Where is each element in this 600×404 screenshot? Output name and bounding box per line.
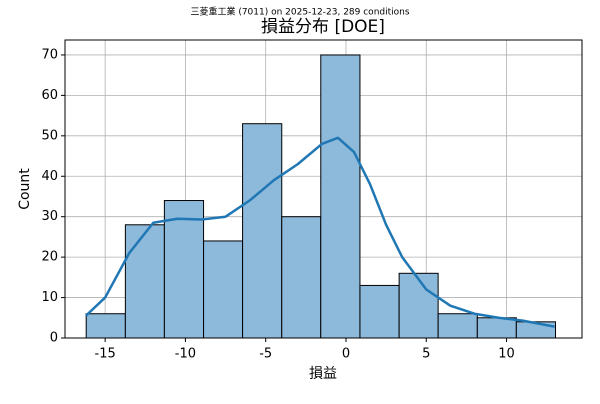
bar	[359, 284, 400, 339]
x-tick-label: 10	[498, 347, 515, 362]
x-tick-label: -15	[95, 347, 116, 362]
x-tick-label: 5	[422, 347, 430, 362]
bar	[163, 200, 205, 339]
y-tick-label: 30	[41, 209, 58, 224]
bar	[437, 313, 478, 339]
y-tick-label: 40	[41, 169, 58, 184]
y-axis-label: Count	[17, 168, 33, 210]
x-axis-label: 損益	[309, 366, 337, 382]
bar	[242, 123, 283, 339]
x-tick-label: 0	[342, 347, 350, 362]
y-tick-label: 70	[41, 47, 58, 62]
bar	[85, 313, 126, 339]
bar	[476, 317, 517, 339]
y-tick-label: 10	[41, 290, 58, 305]
y-tick-label: 0	[50, 331, 58, 346]
chart-title: 損益分布 [DOE]	[261, 17, 385, 37]
bar	[203, 240, 244, 339]
y-tick-label: 50	[41, 128, 58, 143]
bar	[320, 54, 361, 339]
plot-frame	[64, 39, 583, 339]
x-tick-label: -10	[175, 347, 196, 362]
kde-line	[85, 136, 555, 328]
chart-suptitle: 三菱重工業 (7011) on 2025-12-23, 289 conditio…	[190, 6, 409, 18]
y-tick-label: 60	[41, 88, 58, 103]
x-tick-label: -5	[259, 347, 272, 362]
bar	[281, 216, 322, 339]
y-tick-label: 20	[41, 250, 58, 265]
bar	[124, 224, 165, 339]
bar	[398, 272, 439, 339]
